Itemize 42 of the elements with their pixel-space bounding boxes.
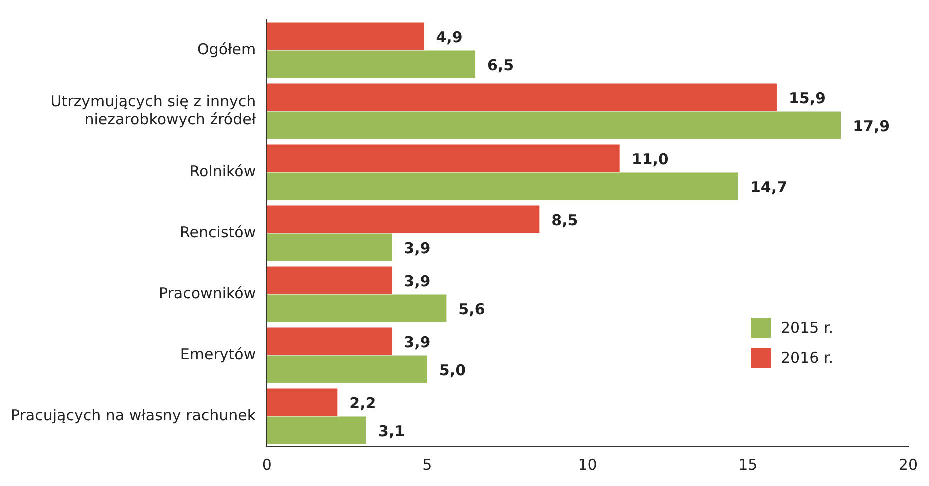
bar [267, 84, 777, 112]
data-label: 5,6 [458, 300, 486, 318]
data-label: 3,1 [378, 422, 406, 440]
bar [267, 266, 392, 294]
bar [267, 206, 540, 234]
data-label: 17,9 [853, 117, 890, 136]
bar [267, 388, 338, 416]
y-tick-label: Emerytów [180, 345, 256, 364]
bar [267, 50, 476, 78]
bar [267, 294, 447, 322]
bar [267, 416, 367, 444]
x-tick-label: 10 [578, 456, 598, 474]
data-label: 14,7 [750, 178, 788, 196]
y-tick-label: Utrzymujących się z innych niezarobkowych źródeł [50, 92, 257, 128]
data-label: 5,0 [439, 361, 466, 380]
y-tick-label: Rolników [190, 162, 256, 180]
x-tick-label: 5 [422, 456, 432, 474]
bar [267, 234, 392, 262]
data-label: 11,0 [632, 150, 669, 168]
legend-label: 2016 r. [781, 349, 834, 367]
data-label: 8,5 [552, 211, 578, 230]
data-label: 3,9 [404, 272, 431, 290]
y-tick-label: Rencistów [180, 223, 256, 242]
x-tick-label: 15 [738, 456, 758, 474]
bar [267, 22, 424, 50]
legend-label: 2015 r. [781, 319, 834, 337]
bar [267, 144, 620, 172]
data-label: 4,9 [436, 28, 463, 46]
x-tick-label: 20 [898, 456, 918, 474]
bar [267, 356, 428, 384]
y-tick-label: Pracujących na własny rachunek [10, 406, 256, 424]
x-tick-label: 0 [262, 456, 272, 474]
y-tick-label: Ogółem [197, 40, 256, 58]
data-label: 3,9 [404, 333, 431, 352]
bar [267, 112, 842, 140]
data-label: 3,9 [404, 239, 431, 258]
data-label: 2,2 [350, 394, 376, 412]
bar [267, 172, 738, 200]
data-label: 6,5 [488, 56, 514, 74]
data-label: 15,9 [788, 89, 826, 108]
bar [267, 328, 392, 356]
y-tick-label: Pracowników [158, 284, 256, 302]
